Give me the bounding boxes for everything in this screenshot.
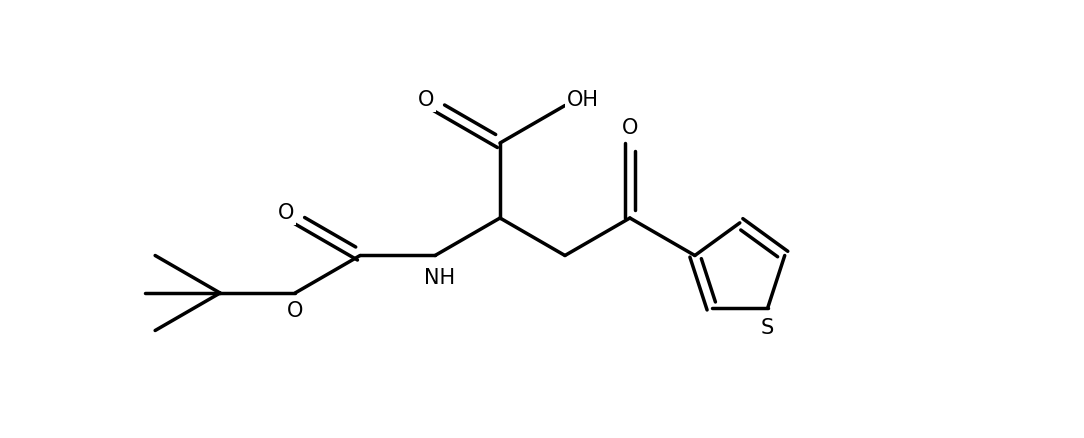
Text: O: O xyxy=(287,301,304,321)
Text: NH: NH xyxy=(425,268,455,287)
Text: S: S xyxy=(761,318,774,338)
Text: O: O xyxy=(417,91,435,110)
Text: O: O xyxy=(622,118,638,138)
Text: O: O xyxy=(278,203,294,223)
Text: OH: OH xyxy=(567,91,599,110)
